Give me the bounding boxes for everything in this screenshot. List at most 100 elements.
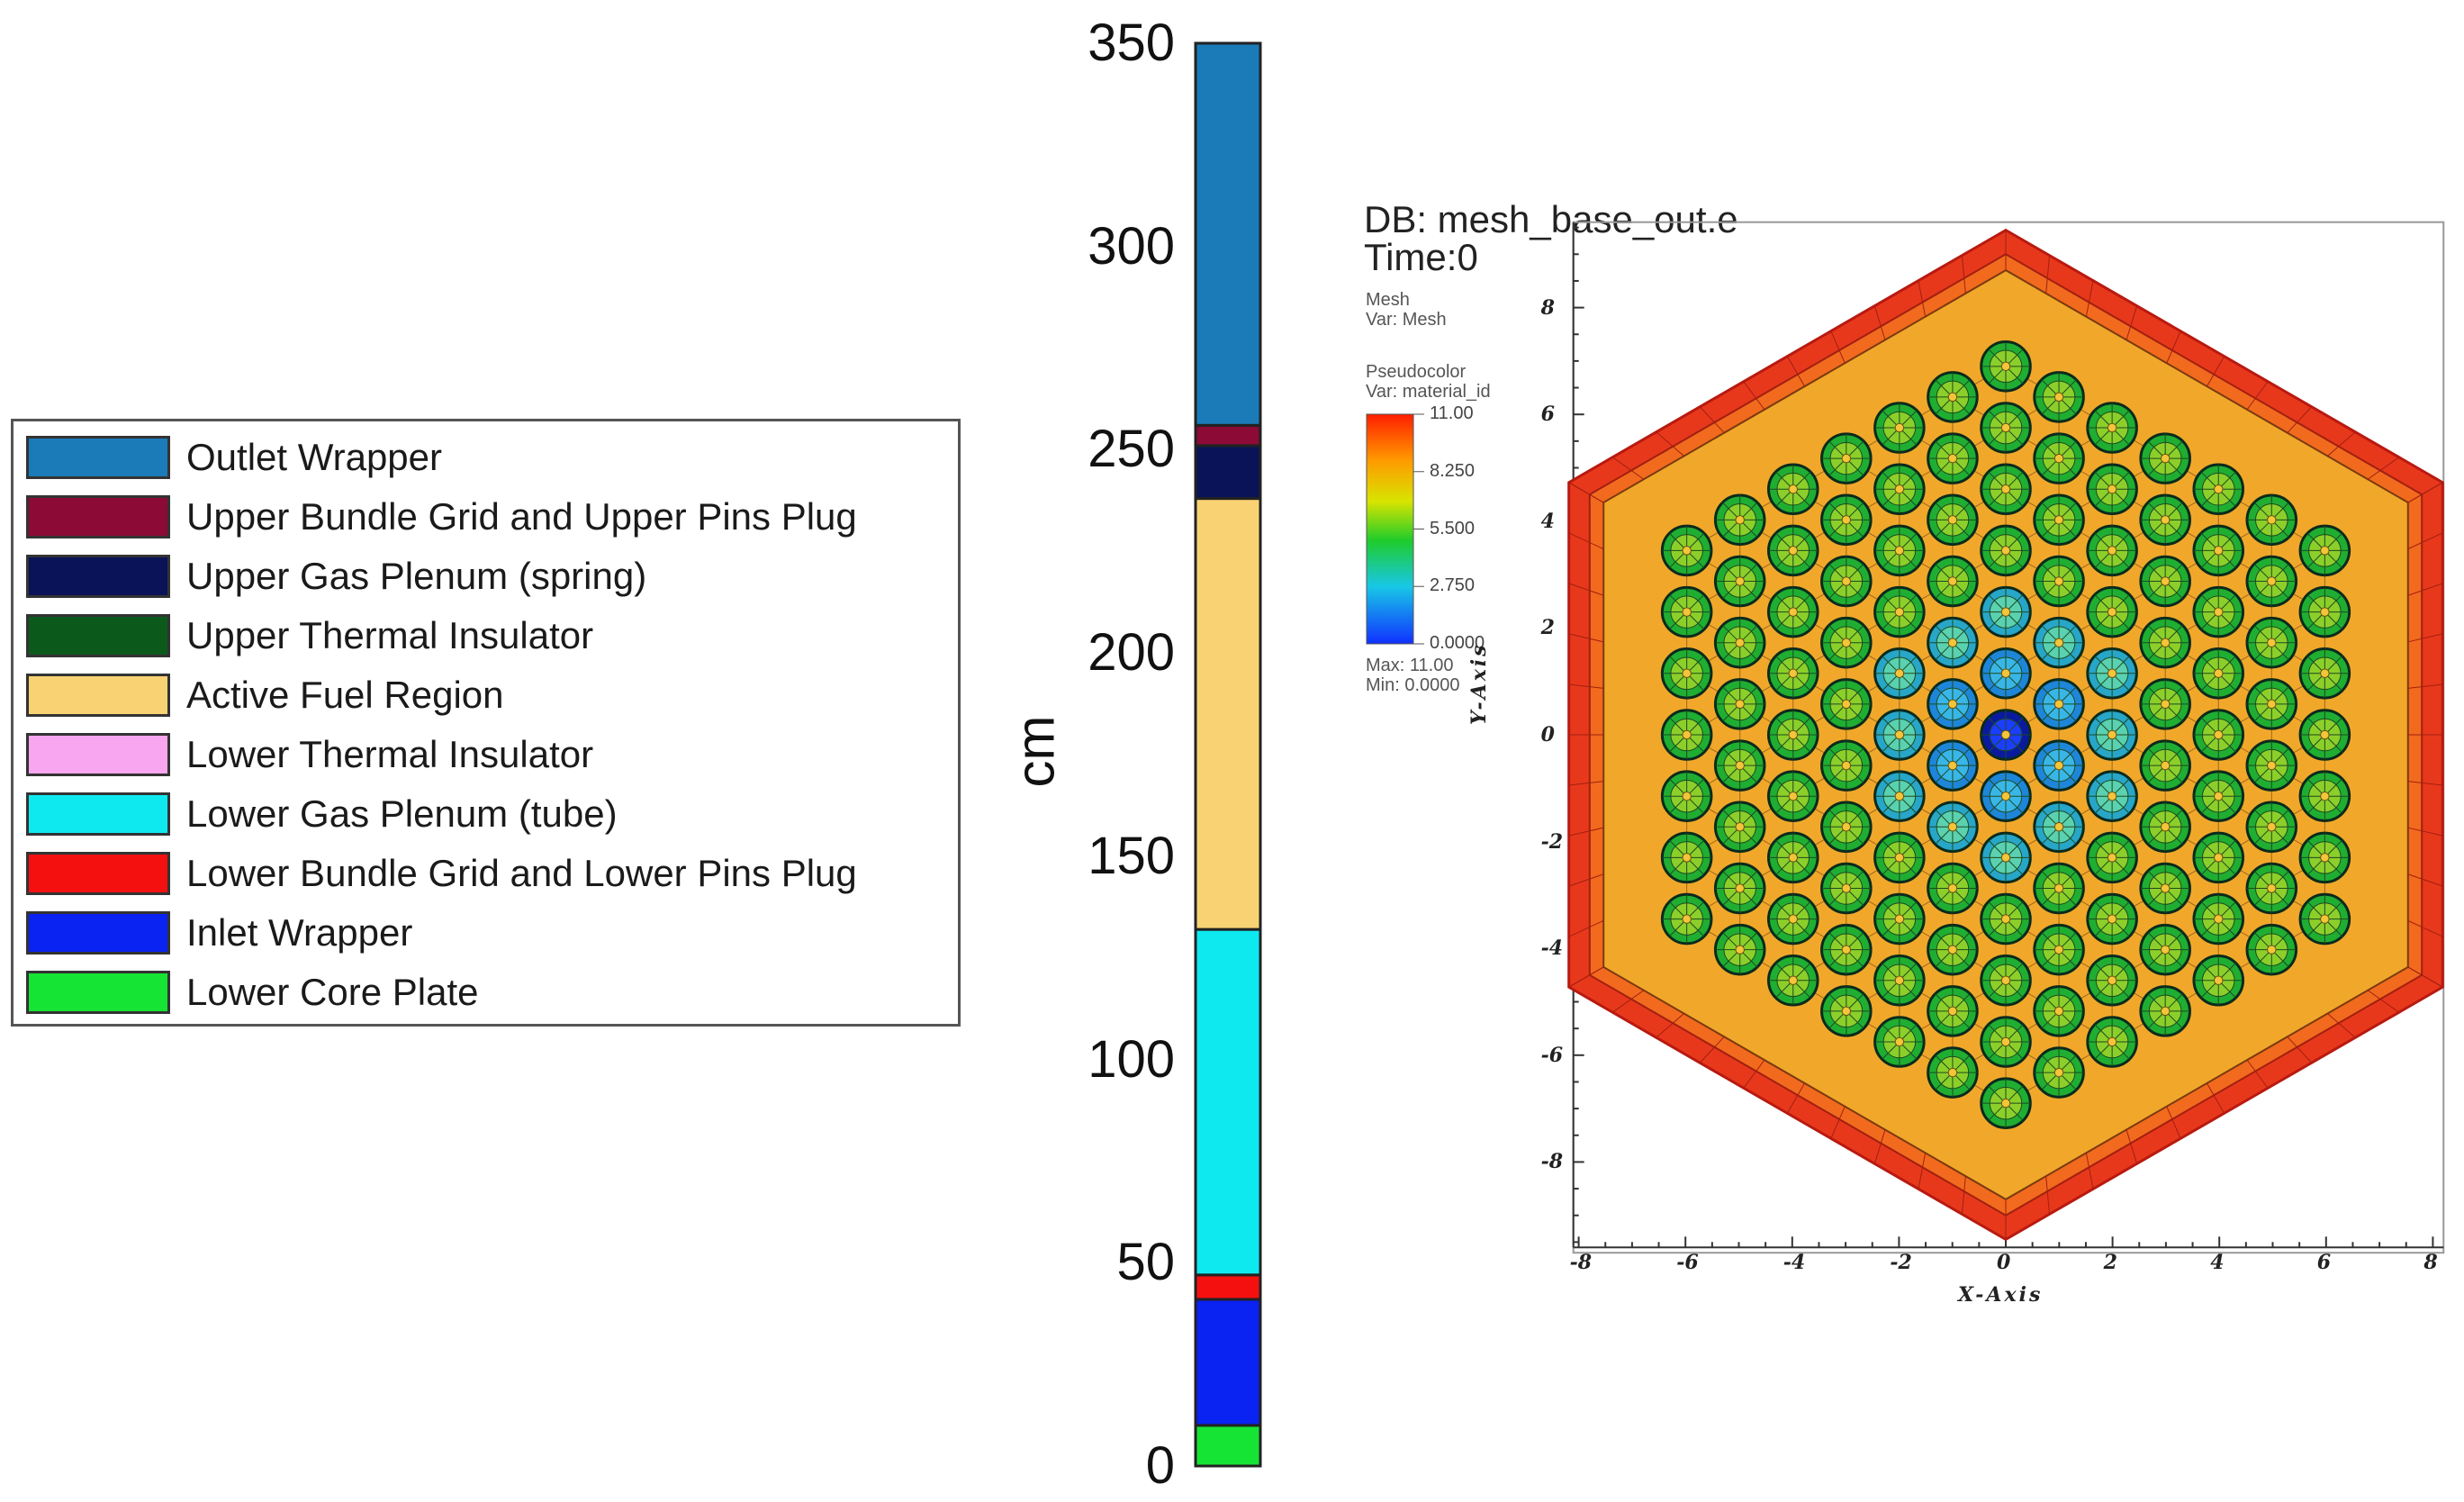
legend-label: Lower Thermal Insulator	[186, 733, 594, 775]
axial-tick-label: 50	[1116, 1233, 1175, 1292]
pin-center	[1947, 883, 1958, 893]
legend-label: Lower Bundle Grid and Lower Pins Plug	[186, 852, 857, 894]
pin-center	[2267, 576, 2277, 586]
colorbar-tick-label: 0.0000	[1430, 633, 1485, 653]
pin-center	[2000, 914, 2011, 924]
max-value: Max: 11.00	[1366, 656, 1454, 675]
wrapper-mesh-line	[1568, 633, 1604, 643]
wrapper-mesh-line	[2407, 827, 2443, 837]
pin-center	[1947, 392, 1958, 403]
pin-center	[2107, 729, 2117, 740]
pin-center	[2107, 546, 2117, 556]
pin-center	[1788, 607, 1799, 617]
pin-center	[1841, 1006, 1852, 1017]
pin-center	[1788, 914, 1799, 924]
pin-center	[2213, 914, 2224, 924]
pin-center	[1947, 453, 1958, 464]
pin-center	[1788, 791, 1799, 801]
pin-center	[1894, 484, 1905, 494]
pin-center	[1947, 638, 1958, 647]
wrapper-mesh-line	[1830, 330, 1846, 364]
pin-center	[1682, 729, 1692, 740]
pin-center	[2107, 422, 2117, 433]
pin-center	[2213, 607, 2224, 617]
pin-center	[2053, 883, 2064, 893]
wrapper-mesh-line	[2246, 381, 2269, 411]
wrapper-mesh-line	[2206, 356, 2225, 387]
wrapper-mesh-line	[2085, 280, 2094, 317]
axial-segment	[1194, 41, 1262, 427]
pin-center	[2320, 791, 2330, 801]
y-tick-label: 6	[1540, 403, 1555, 427]
pin-center	[2000, 1036, 2011, 1047]
x-tick-label: 2	[2103, 1251, 2117, 1275]
pin-center	[1894, 853, 1905, 863]
wrapper-mesh-line	[1961, 1176, 1966, 1215]
pin-center	[2160, 945, 2171, 955]
pin-center	[2107, 791, 2117, 801]
wrapper-mesh-line	[2407, 683, 2443, 689]
wrapper-mesh-line	[1743, 1059, 1765, 1089]
pin-center	[1788, 853, 1799, 863]
pin-center	[1682, 791, 1692, 801]
x-axis-title: X-Axis	[1958, 1283, 2044, 1307]
pin-center	[2213, 791, 2224, 801]
wrapper-mesh-line	[1656, 1013, 1684, 1038]
legend-label: Lower Gas Plenum (tube)	[186, 792, 618, 835]
legend-swatch	[26, 495, 170, 538]
colorbar	[1366, 413, 1414, 645]
y-tick-label: -4	[1540, 936, 1564, 961]
x-tick-label: -4	[1783, 1251, 1806, 1275]
pin-center	[2267, 945, 2277, 955]
pin-center	[1735, 699, 1745, 710]
wrapper-mesh-line	[1656, 431, 1684, 457]
legend-swatch	[26, 733, 170, 776]
pin-center	[2000, 1098, 2011, 1108]
pin-center	[1841, 638, 1852, 647]
pin-center	[2320, 914, 2330, 924]
wrapper-mesh-line	[1873, 305, 1886, 340]
wrapper-mesh-line	[1786, 356, 1806, 387]
pin-center	[1682, 607, 1692, 617]
pin-center	[2160, 576, 2171, 586]
pin-center	[2267, 699, 2277, 710]
pin-center	[1841, 515, 1852, 525]
pin-center	[2320, 546, 2330, 556]
pin-center	[2160, 638, 2171, 647]
pin-center	[2053, 945, 2064, 955]
y-tick-label: 0	[1540, 723, 1555, 746]
pin-center	[1682, 914, 1692, 924]
wrapper-mesh-line	[2327, 431, 2356, 457]
wrapper-mesh-line	[2085, 1153, 2094, 1190]
wrapper-mesh-line	[2246, 1059, 2269, 1089]
pin-center	[2160, 453, 2171, 464]
axial-tick-label: 100	[1088, 1029, 1175, 1089]
legend-label: Upper Thermal Insulator	[186, 614, 594, 656]
pin-center	[2053, 1067, 2064, 1078]
legend-swatch	[26, 614, 170, 657]
wrapper-mesh-line	[1786, 1082, 1806, 1114]
pin-center	[2160, 699, 2171, 710]
wrapper-mesh-line	[1918, 280, 1927, 317]
pin-center	[2053, 453, 2064, 464]
legend-label: Inlet Wrapper	[186, 911, 413, 954]
pin-center	[1788, 668, 1799, 679]
pin-center	[2000, 607, 2011, 617]
pin-center	[1894, 791, 1905, 801]
axial-segment	[1194, 1298, 1262, 1427]
pin-center	[2107, 668, 2117, 679]
pin-center	[2000, 975, 2011, 986]
pin-center	[1735, 515, 1745, 525]
pin-center	[1947, 760, 1958, 771]
pin-center	[1841, 699, 1852, 710]
wrapper-mesh-line	[2045, 255, 2051, 294]
pin-center	[1894, 668, 1905, 679]
wrapper-mesh-line	[1568, 683, 1604, 689]
x-tick-label: 8	[2423, 1251, 2438, 1275]
pin-center	[1735, 638, 1745, 647]
pin-center	[2053, 638, 2064, 647]
wrapper-mesh-line	[1699, 406, 1725, 433]
wrapper-mesh-line	[1568, 532, 1604, 550]
axial-tick-label: 250	[1088, 420, 1175, 479]
y-tick-label: -2	[1540, 829, 1564, 854]
